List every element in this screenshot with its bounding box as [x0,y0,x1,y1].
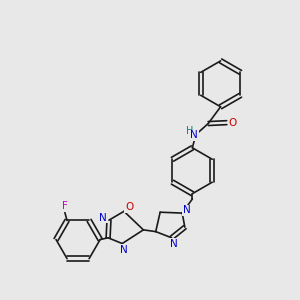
Text: H: H [186,126,193,136]
Text: N: N [183,206,190,215]
Text: N: N [120,245,128,255]
Text: O: O [229,118,237,128]
Text: O: O [125,202,134,212]
Text: F: F [62,201,68,211]
Text: N: N [99,212,107,223]
Text: N: N [190,130,198,140]
Text: N: N [169,238,177,248]
